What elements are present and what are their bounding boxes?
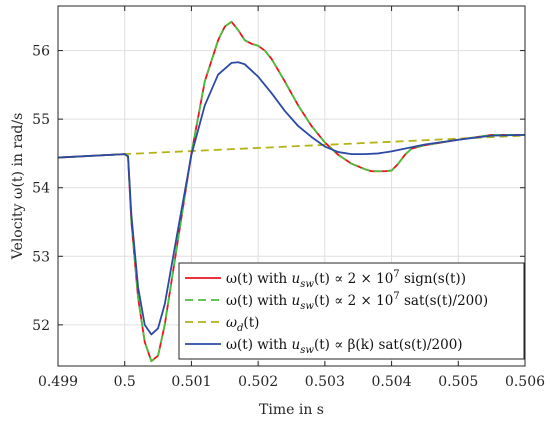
legend-box bbox=[178, 262, 525, 360]
x-tick-label: 0.499 bbox=[38, 374, 78, 390]
y-axis-title: Velocity ω(t) in rad/s bbox=[10, 113, 26, 261]
legend-label: ωd(t) bbox=[226, 315, 259, 334]
x-tick-label: 0.5 bbox=[114, 374, 136, 390]
x-tick-label: 0.505 bbox=[438, 374, 478, 390]
x-tick-label: 0.506 bbox=[505, 374, 545, 390]
y-tick-label: 56 bbox=[32, 44, 50, 60]
y-tick-label: 55 bbox=[32, 112, 50, 128]
series-line-2 bbox=[58, 20, 525, 363]
x-tick-label: 0.504 bbox=[372, 374, 412, 390]
x-tick-label: 0.502 bbox=[238, 374, 278, 390]
plot-frame bbox=[57, 5, 526, 367]
x-tick-label: 0.501 bbox=[171, 374, 211, 390]
x-tick-label: 0.503 bbox=[305, 374, 345, 390]
axis-ticks: 0.499 0.5 0.501 0.502 0.503 0.504 0.505 0.506 52… bbox=[32, 6, 545, 390]
series-line-4 bbox=[58, 61, 525, 336]
y-tick-label: 52 bbox=[32, 318, 50, 334]
y-tick-label: 54 bbox=[32, 181, 50, 197]
x-axis-title: Time in s bbox=[259, 402, 324, 418]
plot-lines bbox=[58, 20, 525, 363]
legend-label: ω(t) with usw(t) ∝ 2 × 107 sat(s(t)/200) bbox=[226, 291, 488, 312]
y-tick-label: 53 bbox=[32, 249, 50, 265]
legend: ω(t) with usw(t) ∝ 2 × 107 sign(s(t))ω(t… bbox=[178, 262, 525, 360]
legend-label: ω(t) with usw(t) ∝ 2 × 107 sign(s(t)) bbox=[226, 269, 466, 290]
legend-label: ω(t) with usw(t) ∝ β(k) sat(s(t)/200) bbox=[226, 337, 463, 356]
